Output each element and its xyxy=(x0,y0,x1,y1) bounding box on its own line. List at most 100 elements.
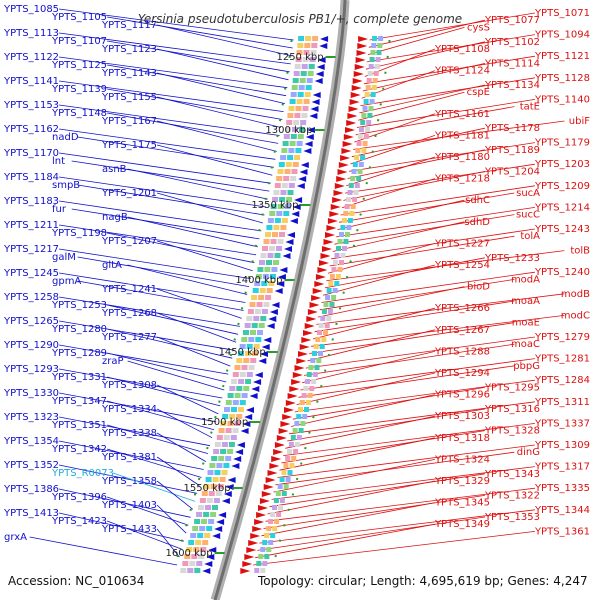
leader-line xyxy=(156,192,263,224)
feature-block xyxy=(196,561,203,566)
feature-block xyxy=(223,463,230,468)
feature-block xyxy=(262,246,268,251)
gene-label-right: YPTS_1227 xyxy=(434,238,490,249)
leader-line xyxy=(271,466,535,500)
gene-label-right: YPTS_1209 xyxy=(534,181,590,192)
leader-line xyxy=(59,56,288,89)
gene-label-left: YPTS_1381 xyxy=(101,452,157,463)
gene-label-right: YPTS_1295 xyxy=(484,382,540,393)
feature-block xyxy=(212,505,218,510)
leader-line xyxy=(292,387,485,420)
gene-label-left: YPTS_1338 xyxy=(101,428,157,439)
reverse-gene-arrow xyxy=(202,568,211,574)
feature-block xyxy=(203,512,210,517)
feature-block xyxy=(350,204,356,209)
gene-label-left: YPTS_1403 xyxy=(101,500,157,511)
feature-block xyxy=(262,561,268,566)
feature-block xyxy=(278,162,285,167)
feature-block xyxy=(222,414,229,419)
forward-gene-arrow xyxy=(356,50,367,56)
gene-label-left: YPTS_1107 xyxy=(51,36,107,47)
gene-label-right: YPTS_1281 xyxy=(534,354,590,365)
gene-label-left: YPTS_1207 xyxy=(101,236,157,247)
feature-block xyxy=(188,540,195,545)
feature-block xyxy=(204,533,211,538)
leader-line xyxy=(156,384,219,415)
feature-block xyxy=(195,540,202,545)
gene-label-right: cysS xyxy=(467,22,490,33)
feature-block xyxy=(259,288,266,293)
leader-line xyxy=(344,163,535,194)
leader-line xyxy=(351,127,485,158)
reverse-gene-arrow xyxy=(292,204,301,210)
gene-label-right: YPTS_1128 xyxy=(534,73,590,84)
feature-block xyxy=(351,169,357,174)
feature-block xyxy=(297,92,304,97)
gene-label-right: YPTS_1121 xyxy=(534,51,590,62)
feature-block xyxy=(256,302,263,307)
gene-label-right: YPTS_1266 xyxy=(434,303,490,314)
gene-label-left: YPTS_1184 xyxy=(3,172,59,183)
gene-labels: YPTS_1085YPTS_1105YPTS_1117YPTS_1113YPTS… xyxy=(3,4,590,543)
feature-block xyxy=(346,225,352,230)
forward-gene-arrow xyxy=(309,302,320,308)
feature-block xyxy=(278,505,283,510)
gene-label-left: YPTS_1293 xyxy=(3,364,59,375)
feature-block xyxy=(216,435,223,440)
forward-gene-arrow xyxy=(287,393,298,399)
feature-block xyxy=(306,78,313,83)
gene-label-left: YPTS_1245 xyxy=(3,268,59,279)
reverse-gene-arrow xyxy=(218,512,227,518)
leader-line xyxy=(335,207,535,238)
feature-block xyxy=(354,183,360,188)
reverse-gene-arrow xyxy=(214,526,223,532)
feature-block xyxy=(252,288,259,293)
feature-block xyxy=(283,134,290,139)
leader-line xyxy=(303,343,515,376)
feature-block xyxy=(303,99,310,104)
forward-gene-arrow xyxy=(284,407,294,413)
forward-gene-arrow xyxy=(334,183,345,189)
feature-block xyxy=(309,57,316,62)
leader-line xyxy=(107,376,221,407)
gene-label-right: YPTS_1114 xyxy=(484,58,540,69)
feature-block xyxy=(334,253,340,258)
gene-label-left: gpmA xyxy=(52,276,81,287)
gene-label-right: YPTS_1071 xyxy=(534,8,590,19)
gene-label-left: zraP xyxy=(102,356,124,367)
leader-line xyxy=(107,16,293,49)
leader-line xyxy=(106,496,189,526)
forward-gene-arrow xyxy=(338,162,349,168)
gene-label-right: YPTS_1296 xyxy=(434,390,490,401)
forward-gene-arrow xyxy=(248,540,259,546)
reverse-gene-arrow xyxy=(320,36,329,42)
feature-block xyxy=(373,71,379,76)
feature-block xyxy=(363,99,369,104)
leader-line xyxy=(340,185,535,216)
leader-line xyxy=(316,293,565,325)
forward-gene-arrow xyxy=(320,253,331,259)
feature-block xyxy=(292,428,298,433)
gene-label-left: YPTS_1277 xyxy=(101,332,157,343)
leader-line xyxy=(275,451,515,486)
scale-tick-label: 1450 kbp xyxy=(219,347,266,358)
forward-gene-arrow xyxy=(263,484,274,490)
gene-label-right: YPTS_1077 xyxy=(484,15,540,26)
feature-block xyxy=(340,253,346,258)
feature-block xyxy=(227,393,234,398)
gene-label-left: fur xyxy=(52,204,67,215)
feature-block xyxy=(230,435,237,440)
feature-block xyxy=(361,148,367,153)
gene-label-left: YPTS_1153 xyxy=(3,100,59,111)
forward-gene-arrow xyxy=(319,260,329,266)
feature-block xyxy=(285,477,291,482)
feature-block xyxy=(243,330,249,335)
feature-block xyxy=(266,526,272,531)
reverse-gene-arrow xyxy=(246,407,254,413)
feature-block xyxy=(299,78,306,83)
forward-gene-arrow xyxy=(330,204,341,210)
feature-block xyxy=(280,190,287,195)
feature-block xyxy=(294,113,301,118)
leader-line xyxy=(343,171,485,201)
gene-label-right: pbpG xyxy=(513,361,540,372)
